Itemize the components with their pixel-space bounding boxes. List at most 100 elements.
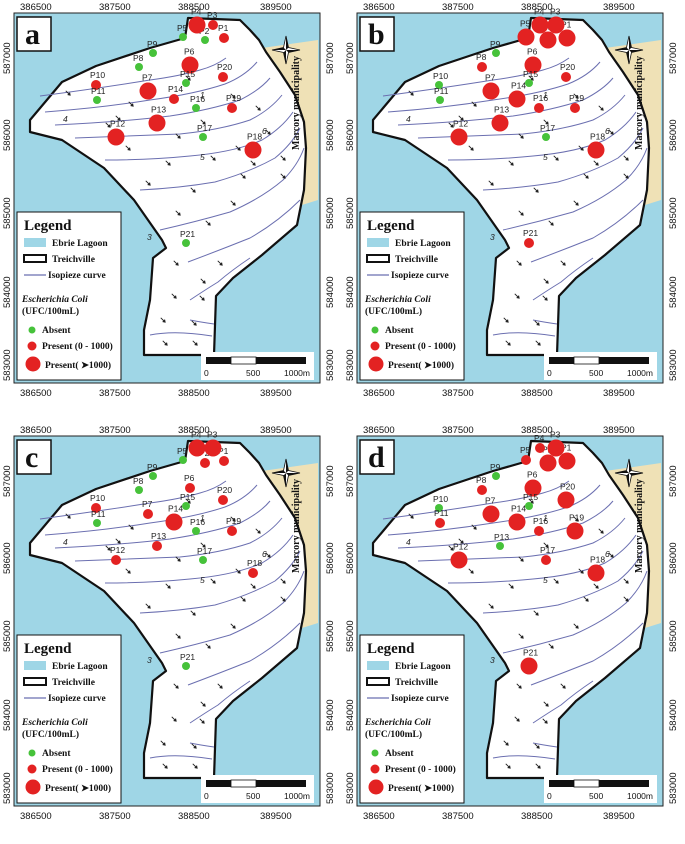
isopieze-value-label: 5 — [200, 152, 205, 162]
marcory-label: Marcory municipality — [634, 56, 645, 150]
isopieze-curve — [502, 147, 648, 231]
y-tick-label-right: 587000 — [668, 465, 679, 497]
station-marker-p3 — [547, 16, 565, 34]
station-marker-p10 — [91, 503, 101, 513]
flow-arrow-icon — [210, 578, 216, 584]
flow-arrow-icon — [205, 220, 211, 226]
flow-arrow-icon — [250, 160, 256, 166]
flow-arrow-icon — [191, 743, 197, 749]
station-label-p1: P1 — [218, 23, 229, 33]
flow-arrow-icon — [160, 740, 166, 746]
station-marker-p17 — [541, 555, 551, 565]
y-tick-label-left: 586000 — [2, 542, 13, 574]
station-marker-p20 — [561, 72, 571, 82]
station-label-p9: P9 — [147, 39, 158, 49]
x-tick-label-bottom: 389500 — [260, 388, 292, 399]
scalebar-box — [544, 352, 657, 380]
x-tick-label-bottom: 387500 — [442, 388, 474, 399]
flow-arrow-icon — [458, 538, 464, 544]
flow-arrow-icon — [583, 173, 589, 179]
legend-present-high-label: Present( ➤1000) — [45, 783, 111, 794]
y-tick-label-left: 583000 — [2, 772, 13, 804]
legend-present-low-marker — [27, 764, 37, 774]
station-label-p12: P12 — [453, 542, 468, 552]
y-tick-label-right: 585000 — [325, 620, 336, 652]
flow-arrow-icon — [505, 340, 511, 346]
station-label-p1: P1 — [561, 20, 572, 30]
station-label-p13: P13 — [494, 105, 509, 115]
isopieze-curve — [482, 127, 644, 191]
scalebar-end: 1000m — [627, 791, 653, 801]
scalebar-segment — [549, 780, 574, 787]
y-tick-label-left: 585000 — [345, 620, 356, 652]
station-marker-p11 — [436, 96, 444, 104]
scalebar-segment — [230, 779, 257, 788]
station-label-p18: P18 — [590, 555, 605, 565]
station-marker-p20 — [218, 495, 228, 505]
flow-arrow-icon — [65, 90, 71, 96]
station-marker-p1 — [219, 33, 229, 43]
y-tick-label-left: 586000 — [345, 119, 356, 151]
legend-unit: (UFC/100mL) — [365, 729, 422, 740]
isopieze-value-label: 5 — [543, 152, 548, 162]
isopieze-value-label: 1 — [543, 513, 548, 523]
flow-arrow-icon — [553, 155, 559, 161]
station-label-p5: P5 — [520, 19, 531, 29]
station-marker-p18 — [587, 141, 605, 159]
station-label-p20: P20 — [560, 482, 575, 492]
flow-arrow-icon — [548, 220, 554, 226]
flow-arrow-icon — [200, 701, 206, 707]
y-tick-label-left: 584000 — [2, 699, 13, 731]
isopieze-curve — [502, 570, 648, 654]
station-label-p15: P15 — [180, 492, 195, 502]
x-tick-label-top: 388500 — [178, 2, 210, 13]
station-marker-p8 — [135, 63, 143, 71]
station-label-p4: P4 — [534, 433, 545, 443]
station-marker-p13 — [152, 541, 162, 551]
flow-arrow-icon — [543, 701, 549, 707]
legend-treichville-swatch — [366, 254, 390, 263]
station-label-p19: P19 — [226, 93, 241, 103]
legend-treichville-label: Treichville — [395, 255, 438, 265]
scalebar-mid: 500 — [589, 791, 603, 801]
flow-arrow-icon — [508, 583, 514, 589]
station-label-p14: P14 — [511, 504, 526, 514]
flow-arrow-icon — [623, 173, 629, 179]
flow-arrow-icon — [448, 545, 454, 551]
compass-rose-icon — [614, 458, 644, 488]
scalebar-zero: 0 — [547, 368, 552, 378]
flow-arrow-icon — [535, 763, 541, 769]
flow-arrow-icon — [514, 716, 520, 722]
y-tick-label-right: 586000 — [325, 542, 336, 574]
isopieze-curve — [39, 57, 227, 97]
y-tick-label-left: 587000 — [345, 42, 356, 74]
station-marker-p16 — [534, 526, 544, 536]
station-label-p21: P21 — [523, 648, 538, 658]
scalebar-segment — [256, 780, 306, 787]
x-tick-label-bottom: 389500 — [260, 811, 292, 822]
flow-arrow-icon — [471, 524, 477, 530]
flow-arrow-icon — [593, 583, 599, 589]
legend-title: Legend — [24, 218, 72, 234]
station-label-p3: P3 — [207, 430, 218, 440]
legend-unit: (UFC/100mL) — [22, 729, 79, 740]
flow-arrow-icon — [516, 260, 522, 266]
x-tick-label-bottom: 387500 — [99, 811, 131, 822]
x-tick-label-top: 389500 — [260, 425, 292, 436]
station-label-p15: P15 — [180, 69, 195, 79]
station-label-p8: P8 — [133, 476, 144, 486]
station-marker-p12 — [450, 128, 468, 146]
flow-arrow-icon — [573, 623, 579, 629]
legend-treichville-swatch — [23, 254, 47, 263]
legend-present-high-label: Present( ➤1000) — [45, 360, 111, 371]
isopieze-curve — [532, 319, 558, 325]
x-tick-label-bottom: 386500 — [20, 388, 52, 399]
isopieze-curve — [492, 755, 556, 760]
station-label-p9: P9 — [490, 462, 501, 472]
station-label-p19: P19 — [226, 516, 241, 526]
y-tick-label-right: 584000 — [668, 699, 679, 731]
station-label-p16: P16 — [533, 93, 548, 103]
station-marker-p7 — [143, 509, 153, 519]
station-label-p17: P17 — [540, 545, 555, 555]
